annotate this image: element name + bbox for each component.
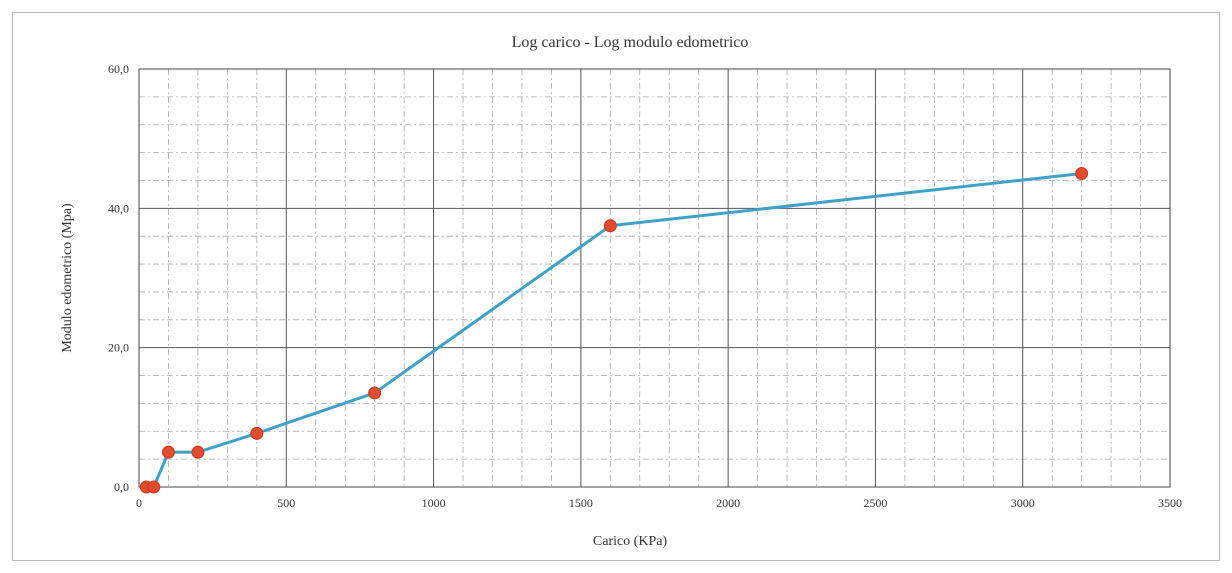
data-point <box>603 219 617 233</box>
x-tick-label: 3000 <box>1011 496 1035 510</box>
plot-area <box>138 68 1171 488</box>
axis-ticks: 0 500 1000 1500 2000 2500 3000 3500 0,0 20,0 40,0 6… <box>108 62 1182 510</box>
x-axis-label: Carico (KPa) <box>593 534 668 549</box>
chart-title: Log carico - Log modulo edometrico <box>512 34 749 51</box>
x-tick-label: 2000 <box>716 496 740 510</box>
x-tick-label: 3500 <box>1158 496 1182 510</box>
data-point <box>250 426 264 440</box>
y-axis-label: Modulo edometrico (Mpa) <box>60 203 75 353</box>
y-tick-label: 20,0 <box>108 341 129 355</box>
x-tick-label: 2500 <box>863 496 887 510</box>
x-tick-label: 1000 <box>422 496 446 510</box>
grid <box>138 68 1171 488</box>
line-chart: Log carico - Log modulo edometrico 0 500 1… <box>60 34 1182 549</box>
data-point <box>368 386 382 400</box>
x-tick-label: 0 <box>136 496 142 510</box>
y-tick-label: 40,0 <box>108 201 129 215</box>
data-point <box>1075 167 1089 180</box>
data-point <box>191 445 205 459</box>
y-tick-label: 60,0 <box>108 62 129 76</box>
chart-frame: Log carico - Log modulo edometrico 0 500 1… <box>12 12 1220 561</box>
x-tick-label: 500 <box>277 496 295 510</box>
data-point <box>147 480 161 494</box>
x-tick-label: 1500 <box>569 496 593 510</box>
series-layer <box>139 167 1089 494</box>
y-tick-label: 0,0 <box>114 480 129 494</box>
data-point <box>161 445 175 459</box>
